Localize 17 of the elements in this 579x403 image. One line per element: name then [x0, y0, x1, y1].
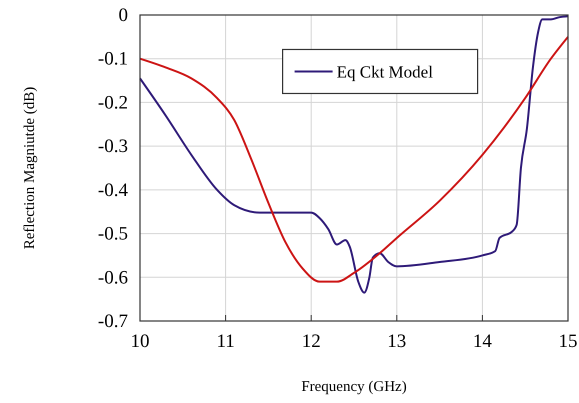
x-tick-label: 13: [387, 331, 406, 352]
y-tick-label: -0.6: [98, 267, 128, 288]
y-tick-label: -0.2: [98, 92, 128, 114]
y-tick-label: -0.1: [98, 48, 128, 70]
x-tick-label: 14: [472, 331, 492, 352]
x-tick-label: 15: [558, 331, 578, 352]
y-tick-label: -0.3: [98, 136, 128, 158]
y-tick-label: -0.4: [98, 180, 128, 201]
y-axis-title: Reflection Magniutde (dB): [22, 86, 38, 250]
x-axis-title: Frequency (GHz): [301, 379, 407, 395]
legend-label: Eq Ckt Model: [336, 62, 434, 82]
y-tick-label: -0.5: [98, 224, 128, 245]
y-tick-label: -0.7: [98, 311, 128, 332]
x-tick-label: 11: [216, 331, 235, 352]
x-tick-label: 10: [130, 331, 150, 352]
y-tick-label: 0: [118, 5, 128, 26]
x-tick-label: 12: [302, 331, 321, 352]
